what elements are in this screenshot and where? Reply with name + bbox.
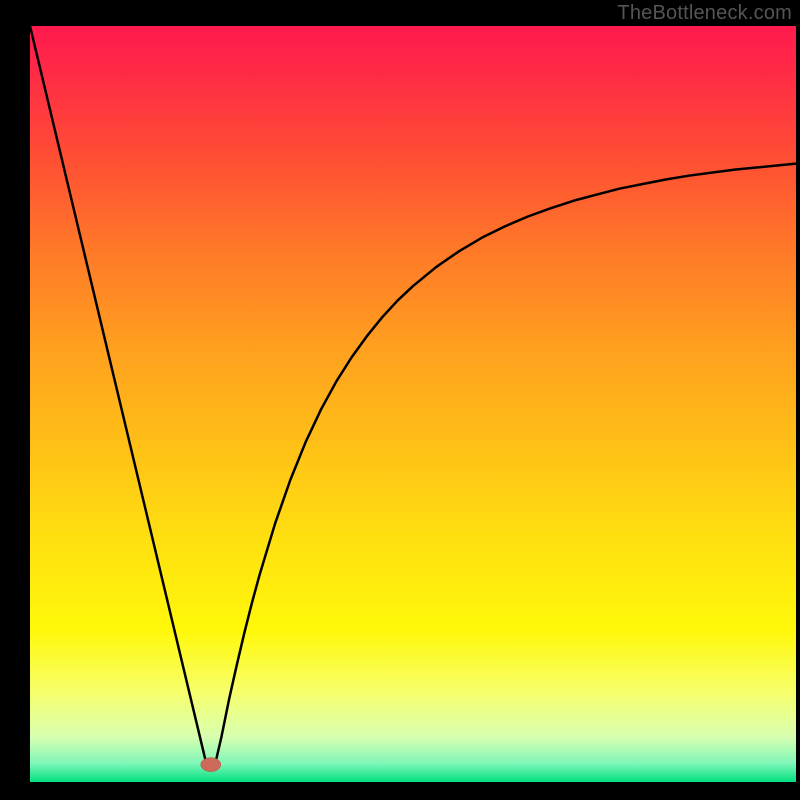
chart-background: [30, 26, 796, 782]
attribution-label: TheBottleneck.com: [617, 2, 792, 25]
optimal-point-marker: [201, 758, 221, 772]
bottleneck-chart: [30, 26, 796, 782]
chart-container: TheBottleneck.com: [0, 0, 800, 800]
